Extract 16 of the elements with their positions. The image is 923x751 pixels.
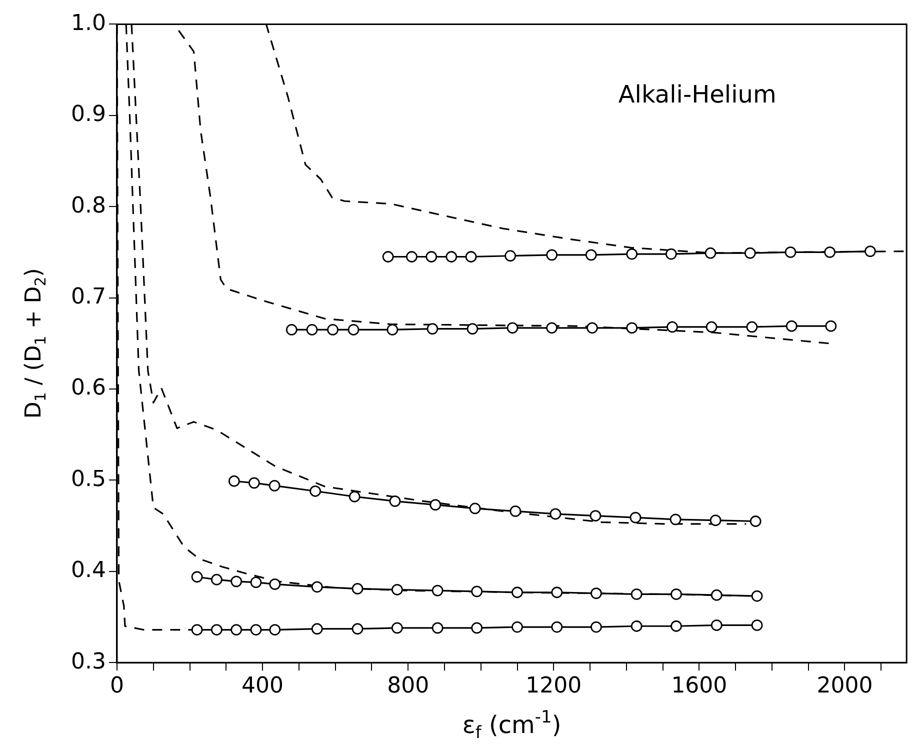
y-tick-label: 0.6 — [70, 376, 106, 401]
x-tick-label: 1200 — [526, 674, 582, 699]
y-tick-label: 1.0 — [70, 10, 106, 36]
y-tick-label: 0.4 — [70, 558, 106, 584]
x-tick-label: 0 — [110, 674, 124, 699]
y-tick-label: 0.7 — [70, 284, 106, 310]
x-tick-label: 800 — [387, 674, 430, 699]
annotation: Alkali-Helium — [618, 80, 776, 108]
y-tick-label: 0.3 — [70, 649, 106, 674]
y-axis-title: D1 / (D1 + D2) — [22, 268, 50, 419]
y-tick-label: 0.5 — [70, 466, 106, 492]
y-tick-label: 0.9 — [70, 102, 106, 128]
x-tick-label: 2000 — [816, 674, 873, 699]
y-tick-label: 0.8 — [70, 193, 106, 218]
x-tick-label: 1600 — [671, 674, 728, 699]
x-tick-label: 400 — [242, 674, 284, 699]
